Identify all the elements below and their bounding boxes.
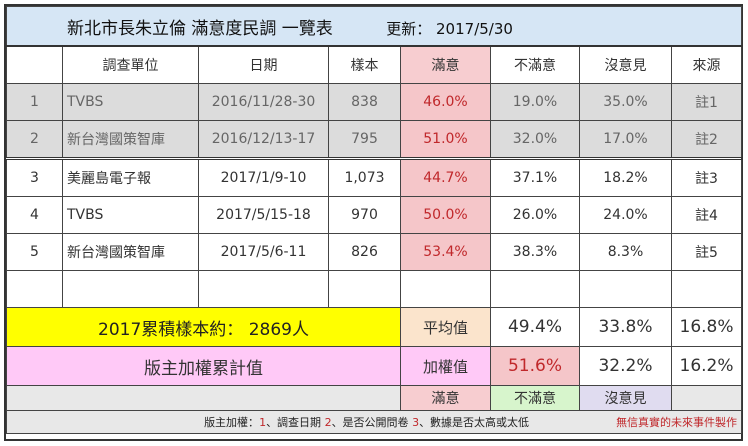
average-satisfied: 49.4% — [490, 307, 580, 347]
row-no: 3 — [6, 157, 63, 197]
header-satisfied: 滿意 — [400, 45, 491, 84]
weighted-unsatisfied: 32.2% — [579, 346, 672, 386]
row-unsatisfied: 37.1% — [490, 157, 580, 197]
row-source-link[interactable]: 註2 — [670, 120, 743, 159]
cumulative-sample: 2017累積樣本約： 2869人 — [6, 307, 401, 347]
row-unsatisfied: 38.3% — [490, 233, 580, 271]
row-org: 新台灣國策智庫 — [62, 233, 199, 271]
header-row: 調查單位 日期 樣本 滿意 不滿意 沒意見 來源 — [6, 45, 743, 84]
footer-credit: 無信真實的未來事件製作 — [616, 416, 738, 429]
title-row: 新北市長朱立倫 滿意度民調 一覽表 更新： 2017/5/30 — [5, 6, 743, 47]
header-unsatisfied: 不滿意 — [490, 45, 580, 84]
table-row: 2 新台灣國策智庫 2016/12/13-17 795 51.0% 32.0% … — [6, 120, 743, 159]
footer-n3: 3 — [412, 416, 420, 429]
row-satisfied: 53.4% — [400, 233, 491, 271]
footer-row: 版主加權：1、調查日期 2、是否公開問卷 3、數據是否太高或太低 無信真實的未來… — [5, 410, 743, 434]
cumulative-label: 2017累積樣本約： — [98, 319, 244, 340]
row-source-link[interactable]: 註1 — [670, 83, 743, 121]
summary-row: 2017累積樣本約： 2869人 平均值 49.4% 33.8% 16.8% — [6, 307, 743, 347]
row-satisfied: 50.0% — [400, 196, 491, 234]
row-satisfied: 51.0% — [400, 120, 491, 159]
row-source-link[interactable]: 註4 — [670, 196, 743, 234]
row-unsatisfied: 19.0% — [490, 83, 580, 121]
row-source-link[interactable]: 註5 — [670, 233, 743, 271]
header-no-opinion: 沒意見 — [579, 45, 672, 84]
weighted-value-label: 加權值 — [400, 346, 491, 386]
row-date: 2016/11/28-30 — [198, 83, 329, 121]
row-no-opinion: 17.0% — [579, 120, 672, 159]
row-org: TVBS — [62, 83, 199, 121]
row-sample: 1,073 — [328, 157, 401, 197]
cumulative-value: 2869人 — [248, 319, 309, 340]
table-row: 3 美麗島電子報 2017/1/9-10 1,073 44.7% 37.1% 1… — [6, 157, 743, 197]
header-date: 日期 — [198, 45, 329, 84]
row-org: 新台灣國策智庫 — [62, 120, 199, 159]
table-row: 5 新台灣國策智庫 2017/5/6-11 826 53.4% 38.3% 8.… — [6, 233, 743, 271]
row-no-opinion: 24.0% — [579, 196, 672, 234]
header-sample: 樣本 — [328, 45, 401, 84]
row-no: 5 — [6, 233, 63, 271]
row-org: TVBS — [62, 196, 199, 234]
update-info: 更新： 2017/5/30 — [386, 18, 513, 39]
table-row: 1 TVBS 2016/11/28-30 838 46.0% 19.0% 35.… — [6, 83, 743, 121]
row-no-opinion: 8.3% — [579, 233, 672, 271]
row-org: 美麗島電子報 — [62, 157, 199, 197]
row-date: 2016/12/13-17 — [198, 120, 329, 159]
footer-t3: 、數據是否太高或太低 — [419, 416, 530, 429]
row-date: 2017/1/9-10 — [198, 157, 329, 197]
row-unsatisfied: 26.0% — [490, 196, 580, 234]
table-row: 4 TVBS 2017/5/15-18 970 50.0% 26.0% 24.0… — [6, 196, 743, 234]
row-sample: 970 — [328, 196, 401, 234]
header-no — [6, 45, 63, 84]
footer-t1: 、調查日期 — [266, 416, 325, 429]
footer-note: 版主加權：1、調查日期 2、是否公開問卷 3、數據是否太高或太低 無信真實的未來… — [5, 410, 743, 434]
footer-prefix: 版主加權： — [204, 416, 260, 429]
legend-row: 滿意 不滿意 沒意見 — [6, 385, 743, 411]
poll-table: 新北市長朱立倫 滿意度民調 一覽表 更新： 2017/5/30 調查單位 日期 … — [5, 6, 743, 434]
row-satisfied: 46.0% — [400, 83, 491, 121]
footer-n2: 2 — [324, 416, 332, 429]
row-unsatisfied: 32.0% — [490, 120, 580, 159]
legend-unsatisfied: 不滿意 — [490, 385, 580, 411]
weighted-row: 版主加權累計值 加權值 51.6% 32.2% 16.2% — [6, 346, 743, 386]
average-label: 平均值 — [400, 307, 491, 347]
header-org: 調查單位 — [62, 45, 199, 84]
header-source: 來源 — [670, 45, 743, 84]
row-date: 2017/5/15-18 — [198, 196, 329, 234]
footer-n1: 1 — [259, 416, 267, 429]
row-no-opinion: 18.2% — [579, 157, 672, 197]
page-title: 新北市長朱立倫 滿意度民調 一覽表 — [67, 18, 333, 39]
average-no-opinion: 16.8% — [670, 307, 743, 347]
weighted-satisfied: 51.6% — [490, 346, 580, 386]
weighted-no-opinion: 16.2% — [670, 346, 743, 386]
update-date: 2017/5/30 — [436, 19, 513, 38]
row-no: 1 — [6, 83, 63, 121]
row-no: 2 — [6, 120, 63, 159]
poll-table-frame: 新北市長朱立倫 滿意度民調 一覽表 更新： 2017/5/30 調查單位 日期 … — [4, 4, 743, 441]
footer-t2: 、是否公開問卷 — [331, 416, 413, 429]
row-sample: 826 — [328, 233, 401, 271]
row-date: 2017/5/6-11 — [198, 233, 329, 271]
row-no-opinion: 35.0% — [579, 83, 672, 121]
row-sample: 795 — [328, 120, 401, 159]
update-label: 更新： — [386, 19, 432, 38]
row-sample: 838 — [328, 83, 401, 121]
legend-no-opinion: 沒意見 — [579, 385, 672, 411]
average-unsatisfied: 33.8% — [579, 307, 672, 347]
row-source-link[interactable]: 註3 — [670, 157, 743, 197]
legend-satisfied: 滿意 — [400, 385, 491, 411]
weighted-label: 版主加權累計值 — [6, 346, 401, 386]
empty-row — [6, 270, 743, 308]
row-satisfied: 44.7% — [400, 157, 491, 197]
row-no: 4 — [6, 196, 63, 234]
